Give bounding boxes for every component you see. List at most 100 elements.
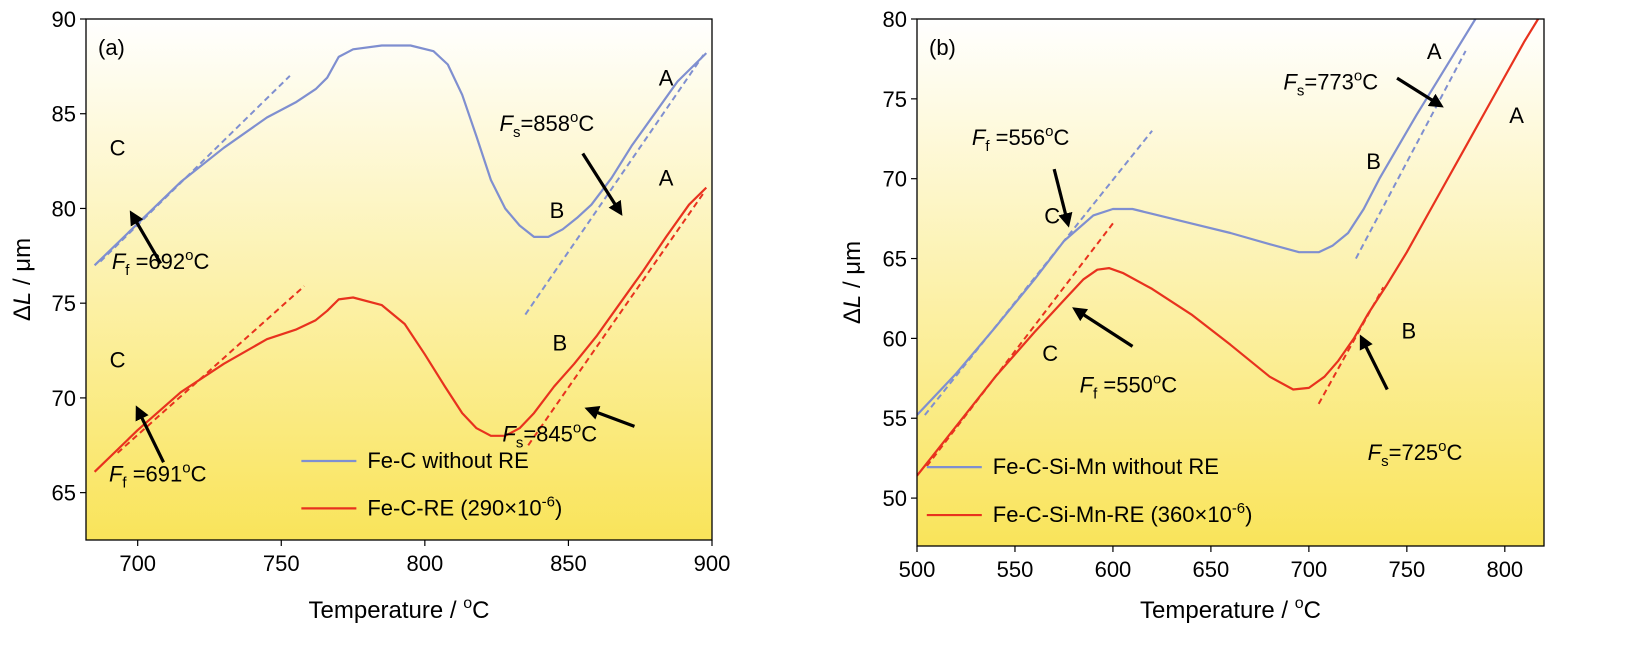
legend-label-with-re: Fe-C-RE (290×10-6)	[367, 493, 562, 520]
temp-unit: C	[1161, 373, 1177, 398]
temp-unit: C	[193, 249, 209, 274]
temp-subscript: f	[125, 262, 130, 279]
x-tick-label: 600	[1095, 557, 1132, 582]
plot-frame	[916, 18, 1545, 547]
legend-label-text: Fe-C-Si-Mn-RE (360×10	[993, 502, 1232, 527]
series-line-without-re	[917, 19, 1477, 416]
y-tick-label: 50	[883, 486, 907, 511]
x-axis-label-degree: o	[1295, 595, 1304, 612]
x-tick-label: 750	[1388, 557, 1425, 582]
temp-symbol: F	[1283, 69, 1298, 94]
series-line-without-re	[93, 44, 708, 267]
x-axis-label: Temperature / oC	[1140, 595, 1321, 624]
x-axis-label-text: Temperature /	[1140, 597, 1295, 624]
temp-value: =845	[523, 421, 573, 446]
point-label-b: B	[1366, 149, 1381, 174]
legend-label-with-re: Fe-C-Si-Mn-RE (360×10-6)	[993, 500, 1253, 527]
transformation-temp-label: Fs=773oC	[1283, 67, 1378, 99]
x-tick-label: 650	[1193, 557, 1230, 582]
point-label-a: A	[1427, 39, 1442, 64]
plot-frame	[85, 18, 713, 541]
temp-unit: C	[581, 421, 597, 446]
x-axis-label-degree: o	[463, 595, 472, 612]
temp-value: =550	[1097, 373, 1153, 398]
legend-label-text: Fe-C-RE (290×10	[367, 495, 541, 520]
plot-area	[917, 19, 1540, 477]
temp-degree: o	[1354, 67, 1362, 84]
temp-degree: o	[1045, 123, 1053, 140]
legend-label-exponent: -6	[1232, 500, 1245, 517]
y-tick-label: 60	[883, 326, 907, 351]
y-axis-label: ΔL / μm	[839, 241, 866, 324]
x-axis-label-text: Temperature /	[309, 597, 464, 624]
y-tick-label: 85	[52, 102, 76, 127]
y-axis-label-var: L	[9, 292, 36, 305]
x-tick-label: 700	[119, 551, 156, 576]
point-label-b: B	[1401, 318, 1416, 343]
y-axis-label: ΔL / μm	[9, 238, 36, 321]
temp-symbol: F	[112, 249, 127, 274]
transformation-temp-label: Ff =692oC	[112, 247, 210, 279]
x-axis-label-unit: C	[472, 597, 489, 624]
legend-label-without-re: Fe-C without RE	[367, 448, 528, 473]
y-tick-label: 75	[52, 291, 76, 316]
point-label-a: A	[1509, 103, 1524, 128]
annotation-arrow	[1072, 307, 1134, 348]
temp-symbol: F	[972, 125, 987, 150]
temp-degree: o	[1153, 371, 1161, 388]
transformation-temp-label: Ff =691oC	[109, 459, 207, 491]
series-line-with-re	[917, 19, 1540, 477]
point-label-b: B	[550, 198, 565, 223]
temp-symbol: F	[500, 111, 515, 136]
temp-subscript: s	[513, 124, 521, 141]
temp-symbol: F	[109, 461, 124, 486]
point-label-c: C	[1042, 341, 1058, 366]
y-axis-label-var: L	[839, 295, 866, 308]
legend-label-without-re: Fe-C-Si-Mn without RE	[993, 454, 1219, 479]
y-tick-label: 75	[883, 87, 907, 112]
point-label-a: A	[659, 166, 674, 191]
x-tick-label: 850	[550, 551, 587, 576]
annotation-arrow	[1359, 334, 1389, 391]
y-tick-label: 90	[52, 7, 76, 32]
temp-subscript: f	[985, 138, 990, 155]
tangent-line-2	[524, 54, 705, 316]
x-axis-label-unit: C	[1304, 597, 1321, 624]
plot-area	[93, 44, 708, 473]
legend-label-tail: )	[555, 495, 562, 520]
y-tick-label: 80	[52, 196, 76, 221]
temp-unit: C	[1447, 440, 1463, 465]
temp-value: =692	[129, 249, 185, 274]
temp-degree: o	[570, 109, 578, 126]
y-tick-label: 80	[883, 7, 907, 32]
tangent-line-3	[116, 285, 305, 454]
series-line-with-re	[93, 186, 708, 473]
temp-degree: o	[182, 459, 190, 476]
chart-panel-b: 500 550 600 650 700 750 800 50 55 60 65 70 75 80 Tempe…	[839, 7, 1545, 624]
transformation-temp-label: Fs=858oC	[500, 109, 595, 141]
annotation-arrow	[581, 152, 623, 216]
temp-subscript: s	[1297, 82, 1305, 99]
panel-label: (b)	[929, 35, 956, 60]
plot-background	[86, 19, 712, 540]
temp-value: =725	[1389, 440, 1439, 465]
y-axis-label-delta: Δ	[839, 308, 866, 324]
x-tick-label: 800	[406, 551, 443, 576]
panel-label: (a)	[98, 35, 125, 60]
temp-symbol: F	[502, 421, 517, 446]
x-tick-label: 550	[997, 557, 1034, 582]
temp-value: =858	[520, 111, 570, 136]
temp-subscript: s	[516, 434, 524, 451]
x-tick-label: 900	[694, 551, 731, 576]
point-label-c: C	[110, 348, 126, 373]
temp-value: =773	[1304, 69, 1354, 94]
temp-symbol: F	[1368, 440, 1383, 465]
y-tick-label: 70	[52, 386, 76, 411]
y-axis-label-unit: / μm	[9, 238, 36, 292]
annotation-arrow	[135, 405, 165, 464]
legend-label-text: Fe-C without RE	[367, 448, 528, 473]
annotation-arrow	[1396, 76, 1444, 108]
x-tick-label: 500	[899, 557, 936, 582]
x-axis-label: Temperature / oC	[309, 595, 490, 624]
